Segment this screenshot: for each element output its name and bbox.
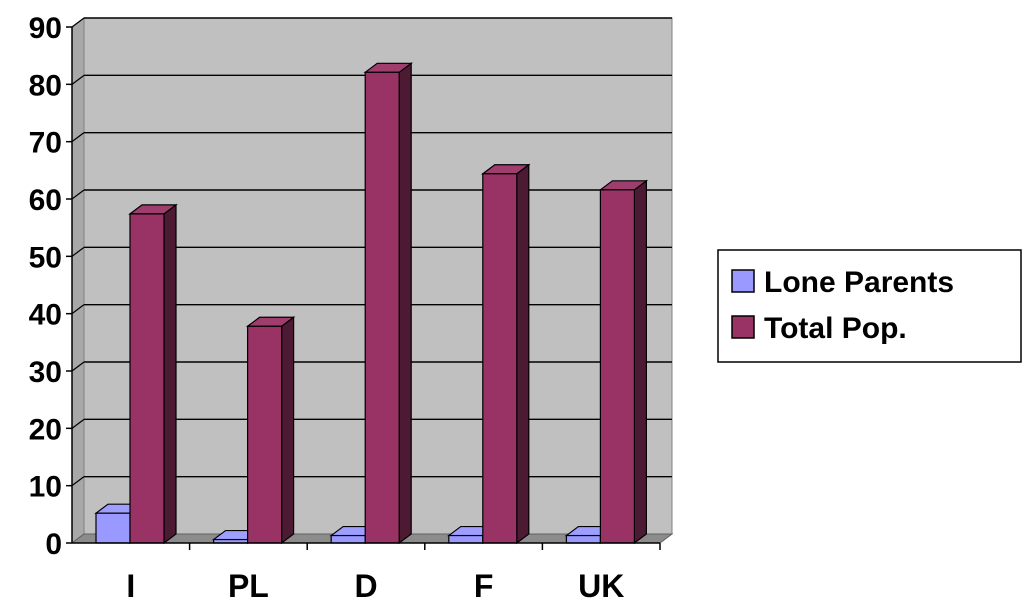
axes: 0 10 20 30 40 50 60 70 80 90 I PL D F UK (29, 12, 661, 603)
side-wall (71, 17, 85, 544)
legend-label-total-pop: Total Pop. (764, 312, 907, 345)
y-tick-label: 90 (29, 12, 62, 45)
y-tick-label: 30 (29, 356, 62, 389)
y-tick-label: 40 (29, 299, 62, 332)
bar-total-pop-i (128, 203, 178, 545)
x-tick-label-i: I (126, 568, 135, 603)
x-tick-label-pl: PL (228, 568, 269, 603)
legend-label-lone-parents: Lone Parents (764, 266, 954, 299)
x-tick-label-uk: UK (578, 568, 624, 603)
gridline-side (71, 304, 85, 315)
y-tick-label: 80 (29, 69, 62, 102)
bar-total-pop-pl (245, 316, 296, 545)
gridline-side (71, 189, 85, 200)
legend-swatch-total-pop (731, 315, 755, 339)
x-tick-label-d: D (354, 568, 377, 603)
y-tick-label: 0 (45, 528, 62, 561)
legend-swatch-lone-parents (731, 269, 755, 293)
x-tick-label-f: F (474, 568, 494, 603)
bars (94, 62, 649, 545)
gridline-side (71, 74, 85, 85)
bar-total-pop-uk (598, 179, 649, 545)
bar-total-pop-f (480, 163, 531, 545)
y-tick-label: 60 (29, 184, 62, 217)
legend: Lone Parents Total Pop. (717, 249, 1022, 363)
gridline-side (71, 132, 85, 143)
y-tick-label: 20 (29, 413, 62, 446)
gridline-side (71, 476, 85, 487)
y-tick-label: 70 (29, 127, 62, 160)
gridline-side (71, 246, 85, 257)
bar-total-pop-d (363, 62, 414, 545)
y-tick-label: 10 (29, 471, 62, 504)
gridline-side (71, 418, 85, 429)
y-tick-label: 50 (29, 241, 62, 274)
gridline-side (71, 17, 85, 28)
legend-box (717, 249, 1022, 363)
gridline-side (71, 361, 85, 372)
